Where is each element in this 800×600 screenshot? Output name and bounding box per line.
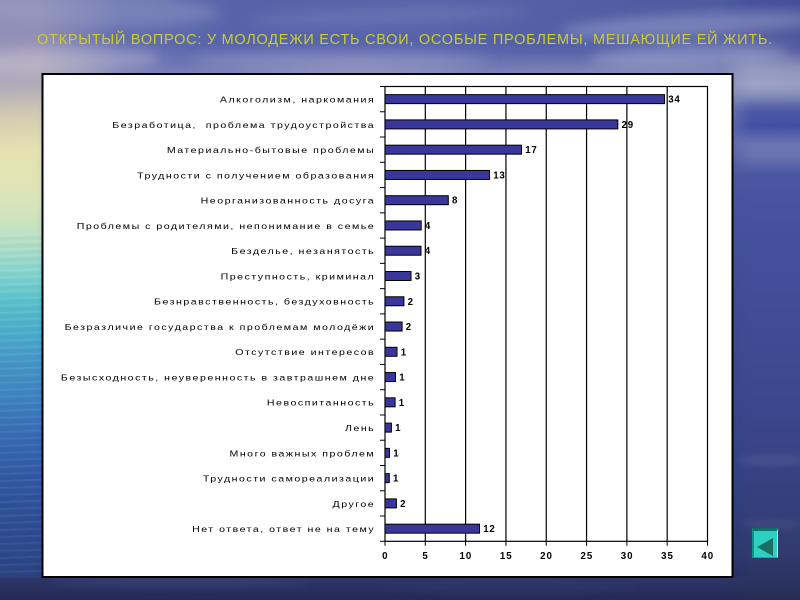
svg-text:Безразличие государства к проб: Безразличие государства к проблемам моло… — [65, 323, 376, 333]
svg-text:Лень: Лень — [345, 424, 375, 434]
svg-text:Трудности с получением образов: Трудности с получением образования — [137, 171, 375, 181]
svg-text:Преступность, криминал: Преступность, криминал — [221, 272, 376, 282]
svg-text:40: 40 — [701, 551, 714, 562]
svg-text:1: 1 — [393, 474, 399, 485]
svg-text:2: 2 — [400, 499, 406, 510]
svg-text:Много важных проблем: Много важных проблем — [229, 449, 375, 459]
svg-text:0: 0 — [382, 551, 388, 562]
svg-text:1: 1 — [393, 448, 399, 459]
svg-text:Материально-бытовые проблемы: Материально-бытовые проблемы — [167, 146, 375, 156]
svg-text:Безнравственность, бездуховнос: Безнравственность, бездуховность — [154, 297, 375, 307]
svg-text:15: 15 — [500, 551, 513, 562]
svg-text:1: 1 — [399, 398, 405, 409]
svg-text:4: 4 — [425, 221, 431, 232]
svg-text:Отсутствие интересов: Отсутствие интересов — [235, 348, 375, 358]
svg-text:30: 30 — [621, 551, 634, 562]
svg-text:Безработица, проблема трудоус: Безработица, проблема трудоустройства — [112, 121, 375, 131]
svg-text:3: 3 — [415, 272, 421, 283]
svg-text:4: 4 — [425, 246, 431, 257]
svg-text:Неорганизованность досуга: Неорганизованность досуга — [201, 196, 376, 206]
svg-text:Алкоголизм, наркомания: Алкоголизм, наркомания — [220, 95, 375, 105]
svg-text:25: 25 — [580, 551, 593, 562]
svg-text:Трудности самореализации: Трудности самореализации — [203, 474, 375, 484]
svg-text:20: 20 — [540, 551, 553, 562]
svg-text:1: 1 — [399, 373, 405, 384]
svg-text:2: 2 — [408, 297, 414, 308]
svg-text:35: 35 — [661, 551, 674, 562]
svg-text:10: 10 — [460, 551, 473, 562]
svg-text:1: 1 — [395, 423, 401, 434]
svg-text:Невоспитанность: Невоспитанность — [267, 399, 375, 409]
svg-text:17: 17 — [525, 145, 537, 156]
svg-text:5: 5 — [422, 551, 428, 562]
svg-text:12: 12 — [483, 524, 495, 535]
svg-text:Другое: Другое — [333, 500, 376, 510]
svg-text:2: 2 — [406, 322, 412, 333]
svg-text:34: 34 — [668, 95, 680, 106]
svg-text:29: 29 — [622, 120, 634, 131]
svg-text:1: 1 — [401, 347, 407, 358]
svg-text:Проблемы с родителями, непоним: Проблемы с родителями, непонимание в сем… — [77, 222, 375, 232]
svg-text:8: 8 — [452, 196, 458, 207]
svg-text:Безделье, незанятость: Безделье, незанятость — [231, 247, 375, 257]
svg-text:13: 13 — [493, 170, 505, 181]
svg-text:Безысходность, неуверенность в: Безысходность, неуверенность в завтрашне… — [61, 373, 375, 383]
svg-text:Нет ответа, ответ не на тему: Нет ответа, ответ не на тему — [192, 525, 375, 535]
